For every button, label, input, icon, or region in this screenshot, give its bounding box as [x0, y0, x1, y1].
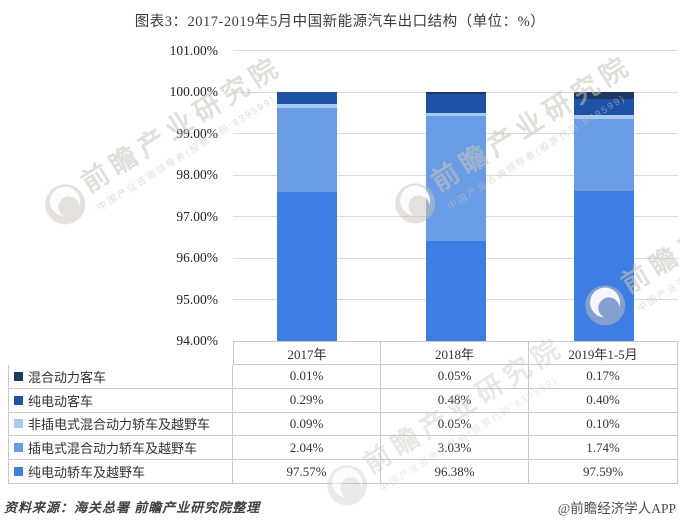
gridline [233, 50, 678, 51]
legend-swatch-icon [14, 395, 23, 405]
y-axis-tick-label: 98.00% [176, 167, 218, 182]
legend-label: 纯电动客车 [28, 393, 94, 409]
table-header-cell: 2017年 [233, 341, 381, 365]
bar-segment [573, 98, 634, 116]
table-value-cell: 96.38% [381, 460, 529, 484]
stacked-bar-2018年 [425, 91, 486, 341]
bar-segment [277, 91, 338, 104]
table-value-cell: 0.09% [233, 412, 381, 437]
y-axis-tick-label: 101.00% [169, 42, 218, 58]
credit-note: @前瞻经济学人APP [557, 501, 676, 516]
bar-segment [277, 103, 338, 108]
bar-segment [425, 113, 486, 116]
bar-segment [573, 91, 634, 99]
table-value-cell: 97.59% [529, 460, 678, 484]
table-value-cell: 0.48% [381, 388, 529, 413]
chart-title: 图表3：2017-2019年5月中国新能源汽车出口结构（单位：%） [134, 14, 546, 30]
legend-swatch-icon [14, 419, 23, 429]
table-value-cell: 0.05% [381, 412, 529, 437]
stacked-bar-2019年1-5月 [573, 91, 634, 341]
legend-label: 纯电动轿车及越野车 [28, 465, 146, 481]
legend-cell: 混合动力客车 [8, 365, 233, 389]
legend-swatch-icon [14, 443, 23, 453]
table-value-cell: 3.03% [381, 436, 529, 461]
table-value-cell: 0.29% [233, 388, 381, 413]
y-axis-tick-label: 97.00% [176, 208, 218, 224]
table-value-cell: 0.40% [529, 388, 678, 413]
bar-segment [425, 241, 486, 341]
table-header-cell: 2019年1-5月 [529, 341, 678, 365]
table-value-cell: 0.10% [529, 412, 678, 437]
table-value-cell: 97.57% [233, 460, 381, 484]
legend-cell: 非插电式混合动力轿车及越野车 [8, 412, 233, 437]
plot-area: 101.00% 100.00% 99.00% 98.00% 97.00% 96.00% 95… [169, 42, 678, 348]
y-axis-tick-label: 95.00% [176, 291, 218, 307]
table-value-cell: 0.17% [529, 365, 678, 389]
data-table: 2017年 2018年 2019年1-5月混合动力客车 0.01% 0.05% 0.17%… [8, 341, 678, 484]
bar-segment [573, 115, 634, 120]
bar-segment [277, 107, 338, 193]
legend-label: 非插电式混合动力轿车及越野车 [28, 417, 211, 433]
bar-segment [573, 191, 634, 341]
table-header-cell: 2018年 [381, 341, 529, 365]
legend-cell: 插电式混合动力轿车及越野车 [8, 436, 233, 461]
legend-cell: 纯电动客车 [8, 388, 233, 413]
legend-label: 混合动力客车 [28, 369, 107, 385]
table-value-cell: 2.04% [233, 436, 381, 461]
table-corner-cell [8, 341, 233, 365]
legend-swatch-icon [14, 371, 23, 381]
legend-cell: 纯电动轿车及越野车 [8, 460, 233, 484]
source-note: 资料来源：海关总署 前瞻产业研究院整理 [4, 500, 261, 515]
legend-label: 插电式混合动力轿车及越野车 [28, 441, 198, 457]
table-value-cell: 0.01% [233, 365, 381, 389]
bar-segment [425, 115, 486, 242]
bar-segment [425, 93, 486, 114]
bar-segment [277, 192, 338, 341]
y-axis-tick-label: 96.00% [176, 250, 218, 265]
bar-segment [573, 119, 634, 192]
y-axis-tick-label: 100.00% [169, 84, 218, 99]
stacked-bar-2017年 [277, 91, 338, 341]
y-axis-tick-label: 94.00% [176, 333, 218, 348]
table-value-cell: 1.74% [529, 436, 678, 461]
legend-swatch-icon [14, 467, 23, 477]
table-value-cell: 0.05% [381, 365, 529, 389]
y-axis-tick-label: 99.00% [176, 125, 218, 141]
bar-segment [425, 91, 486, 94]
